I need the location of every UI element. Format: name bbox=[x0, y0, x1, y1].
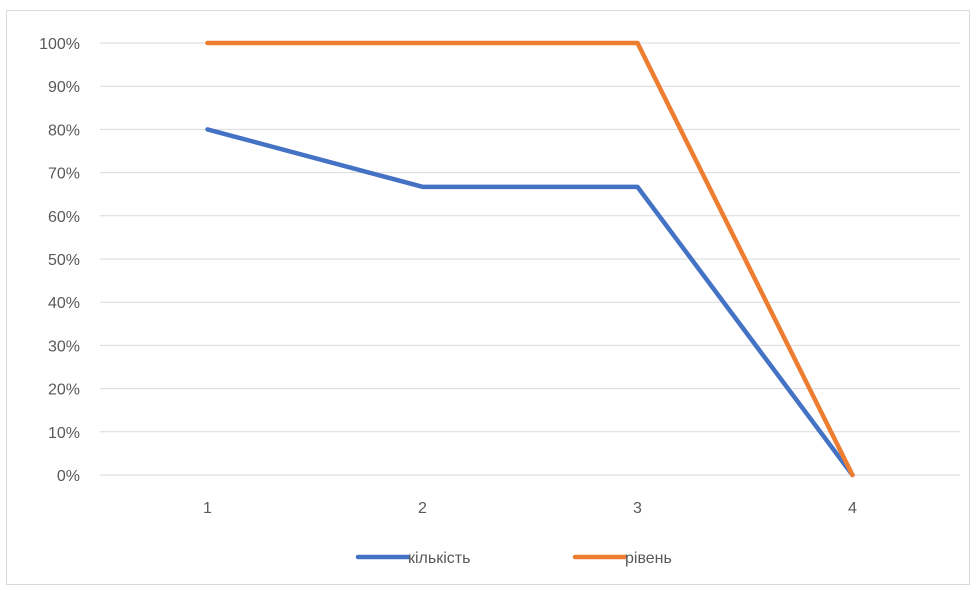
y-tick-label: 100% bbox=[39, 36, 80, 53]
y-tick-label: 20% bbox=[48, 382, 80, 399]
chart-area bbox=[6, 10, 970, 585]
x-tick-label: 4 bbox=[848, 500, 857, 517]
y-axis-tick-labels: 0% 10% 20% 30% 40% 50% 60% 70% 80% 90% 100% bbox=[39, 36, 80, 485]
legend-label: кількість bbox=[408, 550, 470, 567]
x-tick-label: 3 bbox=[633, 500, 642, 517]
y-tick-label: 0% bbox=[57, 468, 80, 485]
y-tick-label: 60% bbox=[48, 209, 80, 226]
y-tick-label: 90% bbox=[48, 79, 80, 96]
legend-label: рівень bbox=[625, 550, 672, 567]
y-tick-label: 40% bbox=[48, 295, 80, 312]
series-line-2 bbox=[205, 40, 855, 478]
y-tick-label: 80% bbox=[48, 122, 80, 139]
legend: кількість рівень bbox=[355, 550, 672, 567]
gridlines bbox=[100, 42, 960, 476]
x-tick-label: 2 bbox=[418, 500, 427, 517]
series-lines bbox=[205, 40, 855, 478]
y-tick-label: 70% bbox=[48, 166, 80, 183]
series-line-1 bbox=[205, 127, 855, 478]
x-axis-tick-labels: 1 2 3 4 bbox=[203, 500, 857, 517]
y-tick-label: 10% bbox=[48, 425, 80, 442]
y-tick-label: 50% bbox=[48, 252, 80, 269]
x-tick-label: 1 bbox=[203, 500, 212, 517]
y-tick-label: 30% bbox=[48, 338, 80, 355]
